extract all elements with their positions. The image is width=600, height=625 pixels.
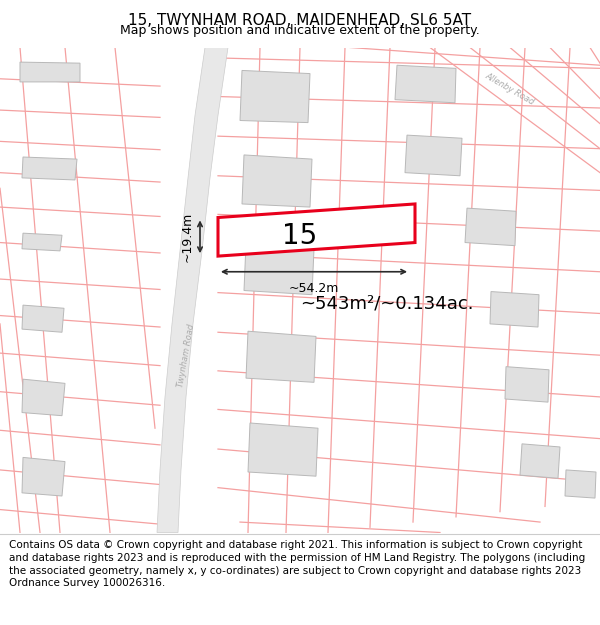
Polygon shape (22, 379, 65, 416)
Polygon shape (244, 244, 314, 295)
Polygon shape (246, 331, 316, 382)
Text: Twynham Road: Twynham Road (176, 322, 196, 388)
Polygon shape (22, 305, 64, 332)
Polygon shape (242, 155, 312, 207)
Polygon shape (565, 470, 596, 498)
Polygon shape (218, 204, 415, 256)
Polygon shape (405, 135, 462, 176)
Polygon shape (520, 444, 560, 478)
Polygon shape (490, 292, 539, 327)
Polygon shape (22, 458, 65, 496)
Polygon shape (22, 157, 77, 180)
Polygon shape (240, 71, 310, 122)
Text: 15, TWYNHAM ROAD, MAIDENHEAD, SL6 5AT: 15, TWYNHAM ROAD, MAIDENHEAD, SL6 5AT (128, 13, 472, 28)
Text: ~543m²/~0.134ac.: ~543m²/~0.134ac. (300, 294, 473, 312)
Polygon shape (395, 65, 456, 102)
Polygon shape (22, 233, 62, 251)
Polygon shape (465, 208, 516, 246)
Polygon shape (248, 423, 318, 476)
Text: 15: 15 (283, 222, 317, 250)
Text: Map shows position and indicative extent of the property.: Map shows position and indicative extent… (120, 24, 480, 37)
Polygon shape (20, 62, 80, 82)
Text: ~54.2m: ~54.2m (289, 282, 339, 295)
Polygon shape (505, 367, 549, 402)
Text: Allenby Road: Allenby Road (484, 71, 536, 107)
Polygon shape (157, 48, 228, 532)
Text: ~19.4m: ~19.4m (181, 212, 194, 262)
Text: Contains OS data © Crown copyright and database right 2021. This information is : Contains OS data © Crown copyright and d… (9, 540, 585, 588)
